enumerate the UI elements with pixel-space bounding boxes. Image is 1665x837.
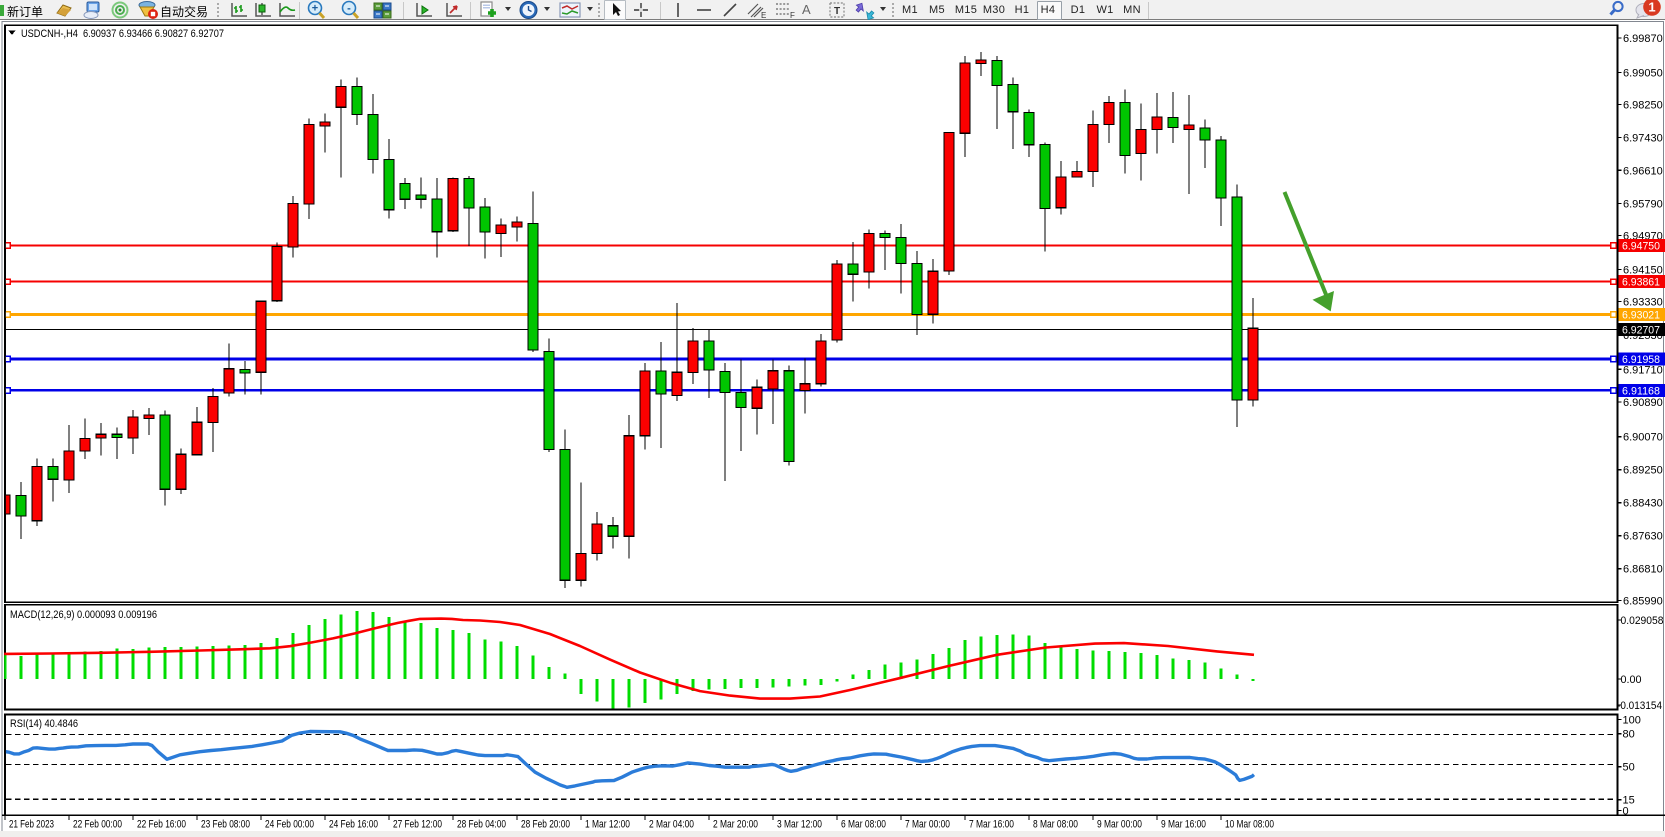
svg-text:6.89250: 6.89250 [1623,465,1663,477]
svg-text:6.94150: 6.94150 [1623,265,1663,277]
svg-text:80: 80 [1623,729,1635,741]
svg-text:10 Mar 08:00: 10 Mar 08:00 [1225,819,1274,831]
svg-text:6.91710: 6.91710 [1623,364,1663,376]
svg-text:0.029058: 0.029058 [1621,615,1664,627]
svg-text:6.99870: 6.99870 [1623,33,1663,45]
svg-text:-: - [347,3,351,15]
svg-text:1: 1 [1648,0,1655,15]
svg-text:23 Feb 08:00: 23 Feb 08:00 [201,819,250,831]
svg-text:6.93330: 6.93330 [1623,297,1663,309]
svg-text:6.99050: 6.99050 [1623,67,1663,79]
svg-text:6.88430: 6.88430 [1623,498,1663,510]
svg-text:6.97430: 6.97430 [1623,133,1663,145]
svg-text:50: 50 [1623,762,1635,774]
svg-text:9 Mar 16:00: 9 Mar 16:00 [1161,819,1206,831]
svg-text:7 Mar 00:00: 7 Mar 00:00 [905,819,950,831]
svg-text:9 Mar 00:00: 9 Mar 00:00 [1097,819,1142,831]
svg-text:15: 15 [1623,795,1635,807]
svg-text:6.94750: 6.94750 [1622,241,1660,253]
svg-text:+: + [312,3,318,15]
svg-text:-0.013154: -0.013154 [1617,700,1662,712]
svg-text:28 Feb 20:00: 28 Feb 20:00 [521,819,570,831]
svg-text:6.85990: 6.85990 [1623,595,1663,607]
svg-text:6 Mar 08:00: 6 Mar 08:00 [841,819,886,831]
svg-text:3 Mar 12:00: 3 Mar 12:00 [777,819,822,831]
svg-text:22 Feb 16:00: 22 Feb 16:00 [137,819,186,831]
svg-text:100: 100 [1623,715,1641,727]
svg-text:6.93021: 6.93021 [1622,310,1660,322]
svg-text:USDCNH-,H4 6.90937 6.93466 6.: USDCNH-,H4 6.90937 6.93466 6.90827 6.927… [21,28,224,40]
svg-text:24 Feb 00:00: 24 Feb 00:00 [265,819,314,831]
svg-text:T: T [834,6,840,17]
svg-text:MACD(12,26,9) 0.000093 0.00919: MACD(12,26,9) 0.000093 0.009196 [10,609,157,621]
svg-text:6.92707: 6.92707 [1622,325,1660,337]
svg-text:RSI(14) 40.4846: RSI(14) 40.4846 [10,718,78,730]
svg-text:27 Feb 12:00: 27 Feb 12:00 [393,819,442,831]
svg-text:6.93861: 6.93861 [1622,277,1660,289]
svg-text:6.90070: 6.90070 [1623,432,1663,444]
svg-text:F: F [790,11,795,20]
svg-text:6.91168: 6.91168 [1622,385,1660,397]
svg-text:6.96610: 6.96610 [1623,165,1663,177]
svg-text:24 Feb 16:00: 24 Feb 16:00 [329,819,378,831]
svg-text:6.87630: 6.87630 [1623,531,1663,543]
svg-text:2 Mar 04:00: 2 Mar 04:00 [649,819,694,831]
svg-text:7 Mar 16:00: 7 Mar 16:00 [969,819,1014,831]
svg-text:E: E [761,11,766,20]
svg-text:6.86810: 6.86810 [1623,564,1663,576]
svg-text:8 Mar 08:00: 8 Mar 08:00 [1033,819,1078,831]
svg-text:2 Mar 20:00: 2 Mar 20:00 [713,819,758,831]
svg-text:0.00: 0.00 [1621,674,1642,686]
svg-text:0: 0 [1623,806,1629,818]
svg-text:6.95790: 6.95790 [1623,198,1663,210]
svg-text:6.91958: 6.91958 [1622,354,1660,366]
svg-text:6.90890: 6.90890 [1623,397,1663,409]
svg-text:22 Feb 00:00: 22 Feb 00:00 [73,819,122,831]
svg-text:6.98250: 6.98250 [1623,100,1663,112]
svg-text:28 Feb 04:00: 28 Feb 04:00 [457,819,506,831]
svg-text:21 Feb 2023: 21 Feb 2023 [9,819,54,831]
svg-text:1 Mar 12:00: 1 Mar 12:00 [585,819,630,831]
